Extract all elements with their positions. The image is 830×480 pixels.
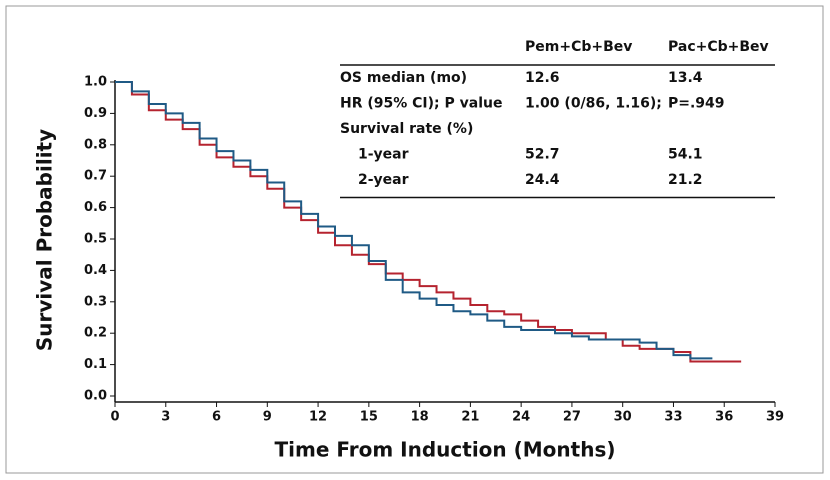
frame <box>5 5 824 474</box>
x-tick-label: 18 <box>411 410 429 425</box>
x-tick-label: 27 <box>563 410 581 425</box>
row-label: 2-year <box>358 172 409 188</box>
y-tick-label: 0.3 <box>84 294 107 309</box>
y-tick-label: 0.1 <box>84 357 107 372</box>
y-tick-label: 0.9 <box>84 106 107 121</box>
x-tick-label: 0 <box>110 410 119 425</box>
x-tick-label: 33 <box>664 410 682 425</box>
legend-label: Pem+Cb+Bev <box>525 39 632 55</box>
y-tick-label: 0.7 <box>84 169 107 184</box>
x-tick-label: 30 <box>614 410 632 425</box>
y-axis-label: Survival Probability <box>33 129 57 351</box>
y-tick-label: 1.0 <box>84 75 107 90</box>
y-tick-label: 0.8 <box>84 137 107 152</box>
x-tick-label: 12 <box>309 410 327 425</box>
cell: 24.4 <box>525 172 560 188</box>
x-tick-label: 15 <box>360 410 378 425</box>
x-tick-label: 21 <box>461 410 479 425</box>
x-tick-label: 3 <box>161 410 170 425</box>
cell: 12.6 <box>525 70 560 86</box>
x-tick-label: 36 <box>715 410 733 425</box>
x-tick-label: 39 <box>766 410 784 425</box>
row-label: HR (95% CI); P value <box>340 96 502 112</box>
y-tick-label: 0.6 <box>84 200 107 215</box>
x-axis-label: Time From Induction (Months) <box>275 438 616 462</box>
y-tick-label: 0.4 <box>84 263 107 278</box>
x-tick-label: 24 <box>512 410 530 425</box>
row-label: OS median (mo) <box>340 70 467 86</box>
row-label: 1-year <box>358 147 409 163</box>
cell: 1.00 (0/86, 1.16); <box>525 96 662 112</box>
cell: P=.949 <box>668 96 725 112</box>
y-tick-label: 0.0 <box>84 389 107 404</box>
y-tick-label: 0.5 <box>84 232 107 247</box>
x-tick-label: 6 <box>212 410 221 425</box>
legend-label: Pac+Cb+Bev <box>668 39 769 55</box>
y-tick-label: 0.2 <box>84 326 107 341</box>
cell: 52.7 <box>525 147 560 163</box>
cell: 54.1 <box>668 147 703 163</box>
row-label: Survival rate (%) <box>340 121 473 137</box>
x-tick-label: 9 <box>263 410 272 425</box>
survival-curve <box>115 81 713 360</box>
cell: 13.4 <box>668 70 703 86</box>
cell: 21.2 <box>668 172 703 188</box>
